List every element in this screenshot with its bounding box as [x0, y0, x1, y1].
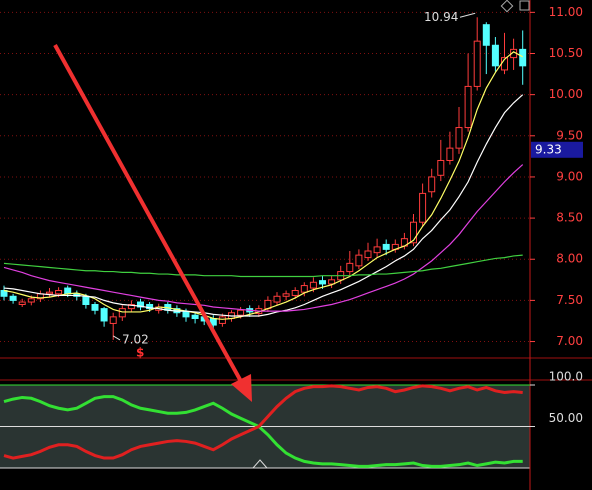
y-tick-label: 8.50	[556, 211, 583, 225]
icon[interactable]	[500, 0, 514, 13]
y-tick-label: 9.50	[556, 128, 583, 142]
candle-body	[82, 295, 90, 306]
candle-body	[64, 287, 72, 295]
annotation-arrow	[53, 44, 245, 386]
candle-body	[191, 314, 199, 319]
signal-marker	[251, 459, 269, 469]
candle-body	[46, 291, 53, 295]
y-tick-label: 10.00	[549, 87, 583, 101]
candle-body	[182, 311, 190, 318]
candle-body	[282, 293, 290, 297]
candle-body	[519, 48, 527, 67]
series-line	[3, 254, 523, 278]
candle-body	[300, 285, 308, 293]
candle-body	[355, 254, 363, 267]
candle-body	[482, 24, 490, 46]
series-line	[3, 94, 524, 317]
candle-body	[382, 243, 390, 250]
candle-body	[419, 192, 427, 223]
candle-body	[55, 290, 63, 295]
price-marker-box	[531, 141, 583, 158]
candle-body	[328, 279, 336, 285]
label-pointer	[112, 335, 121, 341]
y-tick-label: 9.00	[556, 169, 583, 183]
low-label: 7.02	[122, 332, 149, 346]
candle-body	[9, 295, 17, 301]
series-line	[3, 384, 523, 460]
candle-body	[473, 40, 481, 87]
candle-body	[446, 147, 454, 161]
price-marker: 9.33	[535, 142, 562, 156]
y-tick-label: 10.50	[549, 46, 583, 60]
candle-body	[127, 304, 135, 310]
candle-body	[100, 308, 108, 322]
candle-body	[319, 280, 326, 285]
icon[interactable]	[519, 0, 530, 11]
candle-body	[364, 250, 372, 259]
y-tick-label: 8.00	[556, 252, 583, 266]
candle-body	[455, 127, 463, 149]
candle-body	[437, 159, 445, 176]
candle-body	[464, 85, 472, 129]
candle-body	[137, 301, 144, 308]
candle-body	[428, 176, 436, 193]
signal-label: $	[136, 346, 144, 360]
y-tick-label: 11.00	[549, 5, 583, 19]
candle-body	[346, 262, 354, 273]
series-line	[3, 164, 524, 312]
candle-body	[491, 44, 499, 67]
candle-body	[218, 316, 226, 324]
candle-body	[18, 301, 26, 306]
high-label: 10.94	[424, 10, 458, 24]
label-pointer	[459, 12, 476, 18]
y-tick-label: 50.00	[549, 411, 583, 425]
series-line	[3, 395, 523, 468]
candle-body	[410, 221, 417, 244]
candle-body	[291, 290, 299, 296]
candle-body	[91, 304, 99, 311]
y-tick-label: 7.00	[556, 334, 583, 348]
candle-body	[373, 246, 381, 254]
candle-body	[109, 316, 117, 324]
candle-body	[309, 281, 317, 289]
y-tick-label: 7.50	[556, 293, 583, 307]
arrow-head	[231, 374, 252, 402]
candle-body	[237, 309, 245, 316]
candle-body	[118, 308, 126, 318]
y-tick-label: 100.0	[549, 370, 583, 384]
candle-body	[273, 295, 281, 303]
candle-body	[27, 298, 35, 303]
candle-body	[146, 304, 154, 310]
